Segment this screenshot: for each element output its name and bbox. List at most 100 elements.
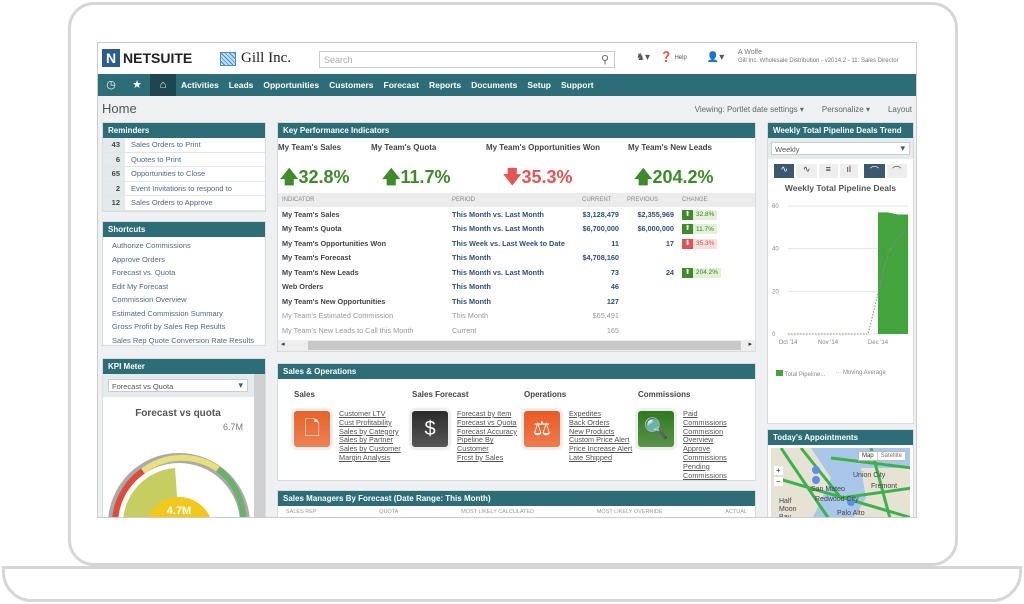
layout-link[interactable]: Layout bbox=[887, 105, 912, 114]
table-row[interactable]: My Team's New Leads to Call this Month Cu… bbox=[278, 323, 755, 338]
map[interactable]: Map Satellite Union City Fremont Half Mo… bbox=[771, 448, 910, 517]
report-link[interactable]: Forecast vs Quota bbox=[457, 417, 517, 427]
netsuite-logo[interactable]: N NETSUITE bbox=[102, 49, 192, 67]
table-row[interactable]: My Team's Sales This Month vs. Last Month… bbox=[278, 207, 755, 222]
company-logo-icon bbox=[220, 51, 236, 66]
report-link[interactable]: Approve Commissions bbox=[683, 444, 727, 462]
y-tick-label: 60 bbox=[772, 204, 779, 210]
nav-setup[interactable]: Setup bbox=[527, 80, 551, 90]
reminder-label[interactable]: Sales Orders to Approve bbox=[131, 198, 213, 207]
help-icon[interactable]: ❓ bbox=[659, 52, 673, 63]
shortcut-link[interactable]: Forecast vs. Quota bbox=[112, 268, 176, 277]
column-chart-icon[interactable]: ıl bbox=[839, 164, 859, 178]
scale-icon[interactable]: ⚖ bbox=[522, 409, 562, 449]
satellite-button[interactable]: Satellite bbox=[880, 453, 902, 459]
nav-customers[interactable]: Customers bbox=[329, 80, 374, 90]
shortcut-link[interactable]: Gross Profit by Sales Rep Results bbox=[112, 322, 226, 331]
table-row[interactable]: My Team's Opportunities Won This Week vs.… bbox=[278, 236, 755, 251]
dollar-icon[interactable]: $ bbox=[410, 409, 450, 449]
area-chart-icon[interactable]: ∿ bbox=[774, 164, 795, 178]
legend-item[interactable]: Total Pipeline... bbox=[776, 370, 825, 378]
magnifier-chart-icon[interactable]: 🔍 bbox=[636, 409, 676, 449]
report-link[interactable]: Pipeline By Customer bbox=[457, 435, 494, 454]
reminder-label[interactable]: Event Invitations to respond to bbox=[131, 183, 232, 193]
report-link[interactable]: Cust Profitability bbox=[339, 417, 392, 427]
pipeline-portlet: Weekly Total Pipeline Deals Trend Weekly… bbox=[767, 122, 914, 424]
report-link[interactable]: New Products bbox=[569, 426, 615, 436]
report-link[interactable]: Frcst by Sales bbox=[457, 452, 504, 462]
table-row[interactable]: Web Orders This Month 46 bbox=[278, 280, 755, 295]
map-button[interactable]: Map bbox=[859, 452, 878, 460]
spline-icon[interactable]: ⌒ bbox=[886, 164, 907, 178]
table-row[interactable]: My Team's Forecast This Month $4,708,160 bbox=[278, 251, 755, 266]
zoom-in-button[interactable]: + bbox=[774, 466, 783, 475]
reminder-label[interactable]: Quotes to Print bbox=[131, 154, 182, 164]
table-row[interactable]: My Team's New Leads This Month vs. Last M… bbox=[278, 265, 755, 280]
scrollbar[interactable] bbox=[254, 374, 265, 517]
reminder-label[interactable]: Opportunities to Close bbox=[131, 169, 206, 178]
report-link[interactable]: Pending Commissions bbox=[683, 461, 727, 480]
document-icon[interactable]: 🗋 bbox=[292, 409, 332, 449]
shortcut-link[interactable]: Approve Orders bbox=[112, 254, 165, 264]
create-icon[interactable]: ♞▾ bbox=[636, 52, 650, 63]
report-link[interactable]: Commission Overview bbox=[683, 426, 724, 445]
home-icon[interactable]: ⌂ bbox=[150, 74, 176, 96]
shortcut-link[interactable]: Authorize Commissions bbox=[112, 241, 191, 250]
nav-documents[interactable]: Documents bbox=[471, 80, 518, 90]
shortcut-link[interactable]: Edit My Forecast bbox=[112, 281, 169, 291]
table-row[interactable]: My Team's Quota This Month vs. Last Month… bbox=[278, 222, 755, 237]
nav-activities[interactable]: Activities bbox=[181, 80, 219, 90]
star-icon[interactable]: ★ bbox=[132, 79, 142, 91]
reminder-label[interactable]: Sales Orders to Print bbox=[131, 140, 201, 149]
personalize-dropdown[interactable]: Personalize ▾ bbox=[821, 105, 870, 114]
reminder-item[interactable]: 43 Sales Orders to Print bbox=[103, 138, 265, 153]
help-link[interactable]: Help bbox=[674, 54, 687, 61]
current-cell: 46 bbox=[610, 282, 619, 292]
nav-opportunities[interactable]: Opportunities bbox=[263, 80, 320, 90]
line-chart-icon[interactable]: ∿ bbox=[796, 164, 817, 178]
report-link[interactable]: Expedites bbox=[569, 409, 602, 418]
user-icon[interactable]: 👤▾ bbox=[706, 52, 725, 63]
chart-title: Weekly Total Pipeline Deals bbox=[784, 183, 897, 193]
nav-forecast[interactable]: Forecast bbox=[383, 80, 419, 90]
report-link[interactable]: Margin Analysis bbox=[339, 452, 391, 462]
table-row[interactable]: My Team's New Opportunities This Month 127 bbox=[278, 294, 755, 309]
reminder-item[interactable]: 12 Sales Orders to Approve bbox=[103, 196, 265, 211]
report-link[interactable]: Back Orders bbox=[569, 417, 610, 427]
report-link[interactable]: Paid Commissions bbox=[683, 409, 727, 427]
report-link[interactable]: Sales by Customer bbox=[339, 444, 401, 454]
search-icon[interactable]: ⚲ bbox=[600, 54, 609, 66]
column-header: SALES REP bbox=[286, 509, 317, 515]
report-link[interactable]: Custom Price Alert bbox=[569, 435, 630, 445]
shortcut-link[interactable]: Estimated Commission Summary bbox=[112, 308, 223, 318]
report-link[interactable]: Late Shipped bbox=[569, 452, 613, 462]
kpi-meter-select[interactable]: Forecast vs Quota bbox=[108, 379, 248, 392]
bar-chart-icon[interactable]: ≡ bbox=[818, 164, 838, 178]
spline-area-icon[interactable]: ⌒ bbox=[864, 164, 885, 178]
report-link[interactable]: Forecast by Item bbox=[457, 409, 512, 418]
shortcut-link[interactable]: Commission Overview bbox=[112, 295, 187, 304]
table-row[interactable]: My Team's Estimated Commission This Month… bbox=[278, 309, 755, 324]
column-header: MOST LIKELY OVERRIDE bbox=[596, 509, 663, 515]
user-menu[interactable]: A Wolfe Gill Inc. Wholesale Distribution … bbox=[738, 49, 899, 64]
report-link[interactable]: Forecast Accuracy bbox=[457, 426, 518, 436]
search-input[interactable]: Search ⚲ bbox=[319, 51, 615, 68]
zoom-out-button[interactable]: − bbox=[774, 477, 783, 486]
viewing-dropdown[interactable]: Viewing: Portlet date settings ▾ bbox=[694, 105, 804, 114]
reminder-item[interactable]: 2 Event Invitations to respond to bbox=[103, 181, 265, 196]
nav-leads[interactable]: Leads bbox=[228, 80, 254, 90]
column-header: ACTUAL bbox=[725, 509, 747, 515]
shortcut-link[interactable]: Sales Rep Quote Conversion Rate Results bbox=[112, 335, 255, 345]
reminder-item[interactable]: 65 Opportunities to Close bbox=[103, 167, 265, 182]
nav-reports[interactable]: Reports bbox=[428, 80, 462, 90]
pipeline-period-select[interactable]: Weekly bbox=[771, 142, 910, 155]
report-link[interactable]: Sales by Partner bbox=[339, 435, 393, 445]
recent-icon[interactable]: ◷ bbox=[106, 79, 116, 91]
horizontal-scrollbar[interactable]: ◂ ▸ bbox=[278, 340, 755, 351]
report-link[interactable]: Price Increase Alert bbox=[569, 444, 633, 454]
report-link[interactable]: Sales by Category bbox=[339, 426, 399, 436]
reminder-item[interactable]: 6 Quotes to Print bbox=[103, 152, 265, 167]
legend-item[interactable]: ··· Moving Average bbox=[835, 370, 886, 376]
report-link[interactable]: Customer LTV bbox=[339, 409, 386, 418]
nav-support[interactable]: Support bbox=[561, 80, 594, 90]
